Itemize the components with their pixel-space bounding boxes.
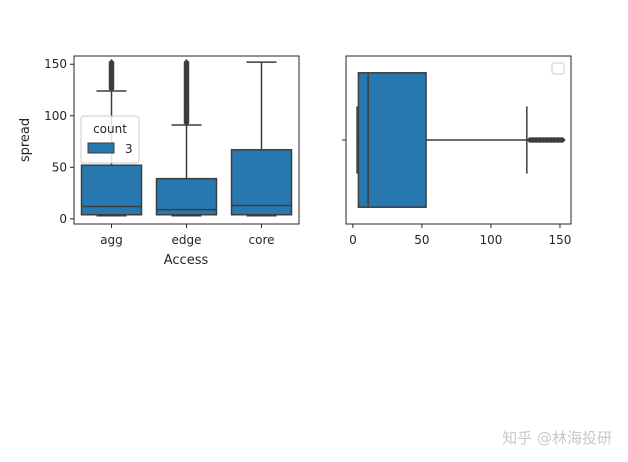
box-horizontal bbox=[356, 72, 566, 208]
x-tick-label: agg bbox=[100, 233, 123, 247]
x-tick-label: edge bbox=[172, 233, 202, 247]
left-xlabel: Access bbox=[164, 253, 209, 268]
box-core bbox=[230, 61, 293, 217]
left-ticks: agg edge core 0 50 100 150 bbox=[44, 57, 274, 247]
left-ylabel: spread bbox=[18, 118, 33, 162]
box-iqr bbox=[80, 164, 143, 216]
left-subplot: agg edge core 0 50 100 150 spread Access count… bbox=[18, 55, 300, 268]
y-tick-label: 0 bbox=[59, 212, 67, 226]
x-tick-label: 50 bbox=[414, 233, 429, 247]
x-tick-label: 100 bbox=[479, 233, 502, 247]
box-iqr bbox=[155, 177, 218, 216]
left-legend-swatch bbox=[87, 142, 115, 154]
fliers bbox=[183, 59, 190, 126]
right-ticks: 0 50 100 150 bbox=[342, 139, 572, 247]
left-legend-entry: 3 bbox=[125, 142, 133, 156]
box-iqr bbox=[230, 149, 293, 216]
y-tick-label: 100 bbox=[44, 109, 67, 123]
x-tick-label: core bbox=[249, 233, 275, 247]
left-legend-title: count bbox=[93, 122, 127, 136]
box-agg bbox=[80, 59, 143, 217]
right-plot-area bbox=[356, 72, 566, 208]
flier-point bbox=[559, 137, 566, 143]
x-tick-label: 150 bbox=[549, 233, 572, 247]
box-iqr bbox=[357, 72, 427, 208]
right-legend-frame bbox=[551, 62, 565, 75]
x-tick-label: 0 bbox=[349, 233, 357, 247]
right-subplot: 0 50 100 150 bbox=[342, 55, 572, 247]
flier-point bbox=[108, 59, 115, 66]
flier-point bbox=[183, 59, 190, 66]
y-tick-label: 50 bbox=[52, 160, 67, 174]
box-edge bbox=[155, 59, 218, 217]
fliers bbox=[526, 137, 566, 143]
fliers bbox=[108, 59, 115, 92]
watermark-text: 知乎 @林海投研 bbox=[502, 429, 612, 447]
y-tick-label: 150 bbox=[44, 57, 67, 71]
left-plot-area bbox=[80, 59, 293, 217]
left-legend: count 3 bbox=[80, 115, 140, 164]
